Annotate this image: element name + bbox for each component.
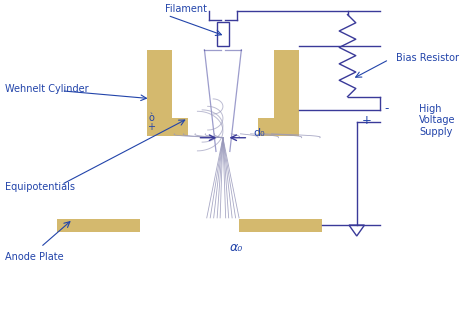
Text: Bias Resistor: Bias Resistor (396, 53, 459, 62)
Bar (57, 219, 140, 231)
Text: Filament: Filament (165, 4, 207, 14)
Bar (217, 23, 228, 46)
Text: -: - (384, 102, 389, 115)
Text: Equipotentials: Equipotentials (5, 182, 75, 191)
Text: ò: ò (148, 113, 155, 123)
Bar (257, 118, 299, 136)
Bar (147, 50, 172, 136)
Text: +: + (361, 113, 371, 126)
Polygon shape (349, 225, 365, 236)
Text: Anode Plate: Anode Plate (5, 252, 64, 262)
Bar (273, 50, 299, 136)
Bar (147, 118, 188, 136)
Text: High
Voltage
Supply: High Voltage Supply (419, 104, 456, 137)
Text: d₀: d₀ (253, 128, 264, 138)
Bar (239, 219, 322, 231)
Text: Wehnelt Cylinder: Wehnelt Cylinder (5, 84, 89, 94)
Text: α₀: α₀ (230, 241, 243, 254)
Text: +: + (147, 122, 155, 132)
